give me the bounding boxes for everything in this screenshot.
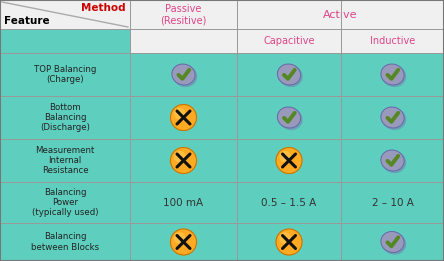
Text: 0.5 – 1.5 A: 0.5 – 1.5 A <box>262 198 317 207</box>
Bar <box>0 96 130 139</box>
Circle shape <box>170 147 197 174</box>
Bar <box>130 139 237 182</box>
Circle shape <box>170 104 197 131</box>
Text: Feature: Feature <box>4 16 50 26</box>
Text: Balancing
between Blocks: Balancing between Blocks <box>31 232 99 252</box>
Text: 100 mA: 100 mA <box>163 198 203 207</box>
Ellipse shape <box>382 232 406 255</box>
Circle shape <box>170 104 197 130</box>
Bar <box>341 96 444 139</box>
Text: 2 – 10 A: 2 – 10 A <box>372 198 413 207</box>
Circle shape <box>170 147 197 174</box>
Ellipse shape <box>278 107 301 128</box>
Text: Inductive: Inductive <box>370 36 415 46</box>
Bar <box>237 0 444 29</box>
Bar <box>130 29 237 53</box>
Circle shape <box>170 228 197 256</box>
Bar <box>0 182 130 223</box>
Bar <box>130 96 237 139</box>
Ellipse shape <box>381 107 404 128</box>
Ellipse shape <box>381 150 404 171</box>
Ellipse shape <box>173 65 197 87</box>
Bar <box>237 53 341 96</box>
Circle shape <box>170 229 197 255</box>
Ellipse shape <box>172 64 195 85</box>
Ellipse shape <box>278 64 301 85</box>
Bar <box>341 139 444 182</box>
Circle shape <box>174 151 186 162</box>
Ellipse shape <box>382 151 406 173</box>
Text: Capacitive: Capacitive <box>263 36 315 46</box>
Bar <box>237 223 341 261</box>
Ellipse shape <box>278 108 303 130</box>
Bar <box>341 29 444 53</box>
Circle shape <box>275 228 303 256</box>
Ellipse shape <box>381 232 404 252</box>
Bar <box>237 182 341 223</box>
Bar <box>130 0 237 29</box>
Bar <box>130 53 237 96</box>
Ellipse shape <box>382 65 406 87</box>
Bar <box>237 139 341 182</box>
Circle shape <box>279 151 291 162</box>
Bar <box>0 223 130 261</box>
Text: Measurement
Internal
Resistance: Measurement Internal Resistance <box>36 146 95 175</box>
Bar <box>0 139 130 182</box>
Ellipse shape <box>278 65 303 87</box>
Ellipse shape <box>381 64 404 85</box>
Ellipse shape <box>382 108 406 130</box>
Bar <box>0 53 130 96</box>
Circle shape <box>174 108 186 120</box>
Text: Active: Active <box>323 9 358 20</box>
Bar <box>130 182 237 223</box>
Text: Method: Method <box>81 3 126 13</box>
Bar <box>341 223 444 261</box>
Text: Passive
(Resitive): Passive (Resitive) <box>160 4 207 25</box>
Bar <box>341 182 444 223</box>
Circle shape <box>276 147 302 174</box>
Text: Bottom
Balancing
(Discharge): Bottom Balancing (Discharge) <box>40 103 90 132</box>
Bar <box>237 29 341 53</box>
Text: TOP Balancing
(Charge): TOP Balancing (Charge) <box>34 65 96 84</box>
Bar <box>237 96 341 139</box>
Circle shape <box>276 229 302 255</box>
Text: Balancing
Power
(typically used): Balancing Power (typically used) <box>32 188 98 217</box>
Circle shape <box>174 232 186 244</box>
Circle shape <box>275 147 303 174</box>
Bar <box>130 223 237 261</box>
Circle shape <box>279 232 291 244</box>
Bar <box>0 0 130 29</box>
Bar <box>341 53 444 96</box>
